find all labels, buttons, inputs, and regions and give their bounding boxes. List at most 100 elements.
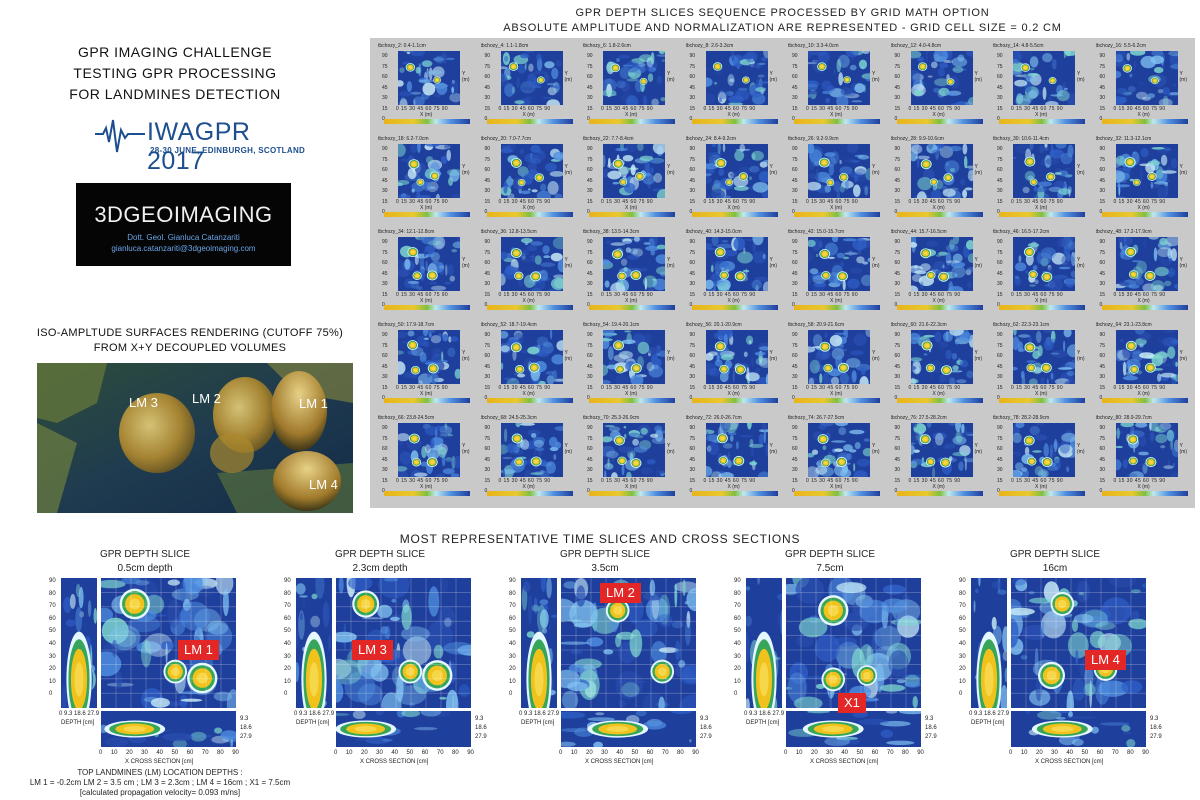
tile-y-tick: 0 bbox=[895, 300, 901, 311]
tile-y-tick: 45 bbox=[484, 177, 491, 184]
tile-y-tick: 90 bbox=[1099, 239, 1106, 245]
tile-y-ticks: 90 75 60 45 30 15 0 bbox=[1100, 144, 1106, 218]
tile-y-label: Y (m) bbox=[1179, 257, 1188, 269]
author-email: gianluca.catanzariti@3dgeoimaging.com bbox=[111, 244, 256, 253]
tile-heatmap bbox=[1013, 51, 1075, 105]
tile-label: tbchozy_10: 3.3-4.0cm bbox=[788, 43, 839, 49]
tile-label: tbchozy_30: 10.6-11.4cm bbox=[993, 136, 1049, 142]
tile-y-tick: 90 bbox=[894, 53, 901, 59]
tile-colorbar bbox=[1101, 305, 1188, 310]
tile-y-tick: 90 bbox=[587, 332, 593, 338]
depth-slice-tile: tbchozy_24: 8.4-9.2cm 90 75 60 45 30 15 0 Y (m) 0… bbox=[686, 136, 782, 226]
tile-y-tick: 0 bbox=[997, 486, 1003, 497]
landmine-notes: TOP LANDMINES (LM) LOCATION DEPTHS : LM … bbox=[20, 768, 300, 798]
tile-y-tick: 90 bbox=[689, 425, 696, 431]
tile-y-tick: 90 bbox=[689, 332, 696, 338]
tile-y-tick: 30 bbox=[1099, 374, 1106, 380]
depth-slice-tile: tbchozy_16: 5.5-6.2cm 90 75 60 45 30 15 0 Y (m) 0… bbox=[1096, 43, 1192, 133]
tile-y-tick: 60 bbox=[997, 74, 1003, 80]
tile-y-tick: 30 bbox=[689, 467, 696, 473]
tile-y-tick: 45 bbox=[894, 456, 901, 463]
tile-y-tick: 60 bbox=[484, 167, 491, 173]
slice-y-tick: 70 bbox=[509, 603, 516, 610]
slice-x-tick: 70 bbox=[201, 750, 209, 756]
tile-heatmap bbox=[398, 237, 460, 291]
tile-y-tick: 15 bbox=[1099, 105, 1106, 112]
tile-y-tick: 75 bbox=[587, 435, 593, 442]
iso-title: ISO-AMPLTUDE SURFACES RENDERING (CUTOFF … bbox=[35, 326, 345, 356]
depth-side-tick: 9.3 bbox=[240, 716, 249, 722]
tile-x-label: X (m) bbox=[625, 112, 638, 118]
tile-y-label: Y (m) bbox=[667, 71, 675, 83]
tile-y-tick: 30 bbox=[587, 281, 593, 287]
tile-y-tick: 60 bbox=[894, 167, 901, 173]
grid-title: GPR DEPTH SLICES SEQUENCE PROCESSED BY G… bbox=[370, 6, 1195, 36]
tile-y-tick: 75 bbox=[997, 249, 1003, 256]
tile-heatmap bbox=[398, 51, 460, 105]
tile-y-tick: 60 bbox=[1099, 74, 1106, 80]
tile-colorbar bbox=[896, 491, 983, 496]
slice-x-tick: 10 bbox=[345, 750, 353, 756]
tile-colorbar bbox=[1101, 398, 1188, 403]
tile-y-tick: 75 bbox=[484, 342, 491, 349]
tile-heatmap bbox=[808, 144, 870, 198]
tile-y-tick: 30 bbox=[689, 188, 696, 194]
tile-y-tick: 45 bbox=[382, 177, 388, 184]
tile-label: tbchozy_32: 11.3-12.1cm bbox=[1095, 136, 1152, 142]
tile-x-ticks: 0 15 30 45 60 75 90 bbox=[1113, 478, 1166, 484]
x-cross-section bbox=[101, 711, 236, 747]
event-dates: 28-30 JUNE, EDINBURGH, SCOTLAND bbox=[150, 146, 306, 155]
tile-colorbar bbox=[896, 212, 983, 217]
tile-colorbar bbox=[896, 119, 983, 124]
tile-y-label: Y (m) bbox=[974, 443, 983, 455]
tile-y-tick: 45 bbox=[484, 456, 491, 463]
tile-y-label: Y (m) bbox=[667, 350, 675, 362]
tile-y-ticks: 90 75 60 45 30 15 0 bbox=[895, 330, 901, 404]
tile-y-tick: 90 bbox=[792, 53, 798, 59]
slice-y-ticks: 90 80 70 60 50 40 30 20 10 0 bbox=[284, 575, 291, 701]
x-cross-section bbox=[561, 711, 696, 747]
tile-heatmap bbox=[705, 144, 768, 198]
tile-y-ticks: 90 75 60 45 30 15 0 bbox=[792, 144, 798, 218]
slice-x-tick: 70 bbox=[1111, 750, 1119, 756]
tile-y-tick: 60 bbox=[689, 353, 696, 359]
tile-y-tick: 90 bbox=[382, 239, 388, 245]
y-cross-section bbox=[521, 578, 557, 708]
tile-x-ticks: 0 15 30 45 60 75 90 bbox=[601, 385, 654, 391]
slice-y-tick: 50 bbox=[284, 628, 291, 635]
tile-x-label: X (m) bbox=[932, 112, 945, 118]
tile-x-label: X (m) bbox=[522, 298, 535, 304]
tile-label: tbchozy_36: 12.8-13.5cm bbox=[480, 229, 537, 235]
tile-y-label: Y (m) bbox=[769, 350, 778, 362]
tile-x-ticks: 0 15 30 45 60 75 90 bbox=[1113, 106, 1166, 112]
tile-y-tick: 45 bbox=[689, 456, 696, 463]
tile-y-tick: 45 bbox=[997, 456, 1003, 463]
tile-y-tick: 60 bbox=[382, 74, 388, 80]
tile-y-tick: 90 bbox=[894, 425, 901, 431]
landmine-label: LM 4 bbox=[1085, 650, 1126, 670]
tile-y-tick: 60 bbox=[792, 74, 798, 80]
tile-heatmap bbox=[1013, 330, 1075, 384]
tile-label: tbchozy_54: 19.4-20.1cm bbox=[583, 322, 640, 328]
tile-y-label: Y (m) bbox=[462, 443, 470, 455]
tile-y-ticks: 90 75 60 45 30 15 0 bbox=[1100, 51, 1106, 125]
tile-y-ticks: 90 75 60 45 30 15 0 bbox=[997, 423, 1003, 497]
tile-label: tbchozy_4: 1.1-1.8cm bbox=[480, 43, 529, 49]
tile-y-tick: 75 bbox=[587, 249, 593, 256]
tile-y-ticks: 90 75 60 45 30 15 0 bbox=[382, 237, 388, 311]
tile-heatmap bbox=[398, 330, 460, 384]
tile-y-tick: 0 bbox=[690, 207, 696, 218]
tile-label: tbchozy_38: 13.5-14.3cm bbox=[583, 229, 640, 235]
depth-slice-tile: tbchozy_58: 20.9-21.6cm 90 75 60 45 30 15 0 Y (m… bbox=[788, 322, 884, 412]
depth-slice-tile: tbchozy_72: 26.0-26.7cm 90 75 60 45 30 15 0 Y (m… bbox=[686, 415, 782, 505]
tile-y-tick: 30 bbox=[382, 374, 388, 380]
tile-y-ticks: 90 75 60 45 30 15 0 bbox=[997, 330, 1003, 404]
tile-label: tbchozy_66: 23.8-24.5cm bbox=[378, 415, 435, 421]
tile-y-tick: 15 bbox=[1099, 384, 1106, 391]
tile-y-ticks: 90 75 60 45 30 15 0 bbox=[997, 237, 1003, 311]
tile-y-label: Y (m) bbox=[769, 71, 778, 83]
tile-y-tick: 90 bbox=[689, 146, 696, 152]
tile-x-label: X (m) bbox=[1035, 112, 1048, 118]
depth-label: DEPTH [cm] bbox=[521, 720, 555, 726]
tile-y-tick: 75 bbox=[997, 342, 1003, 349]
